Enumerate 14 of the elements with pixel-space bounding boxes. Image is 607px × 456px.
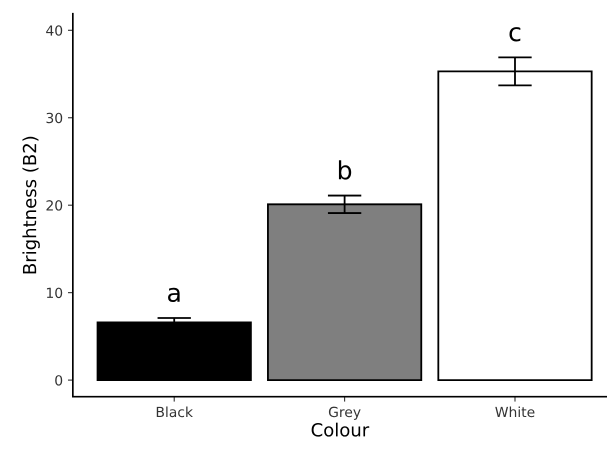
x-tick-label: White	[495, 406, 534, 418]
y-tick-label: 40	[46, 25, 62, 36]
annotation: a	[168, 288, 180, 302]
x-axis-title: Colour	[312, 422, 370, 437]
y-tick-label: 0	[55, 375, 62, 386]
y-tick-label: 20	[46, 200, 62, 211]
y-axis-title: Brightness (B2)	[22, 136, 40, 274]
annotation: b	[338, 160, 352, 180]
bar	[96, 321, 252, 382]
x-tick-label: Grey	[328, 406, 361, 420]
y-tick-label: 10	[46, 288, 62, 298]
x-tick-label: Black	[156, 406, 193, 418]
annotation: c	[509, 27, 520, 42]
y-tick-label: 30	[46, 112, 62, 124]
